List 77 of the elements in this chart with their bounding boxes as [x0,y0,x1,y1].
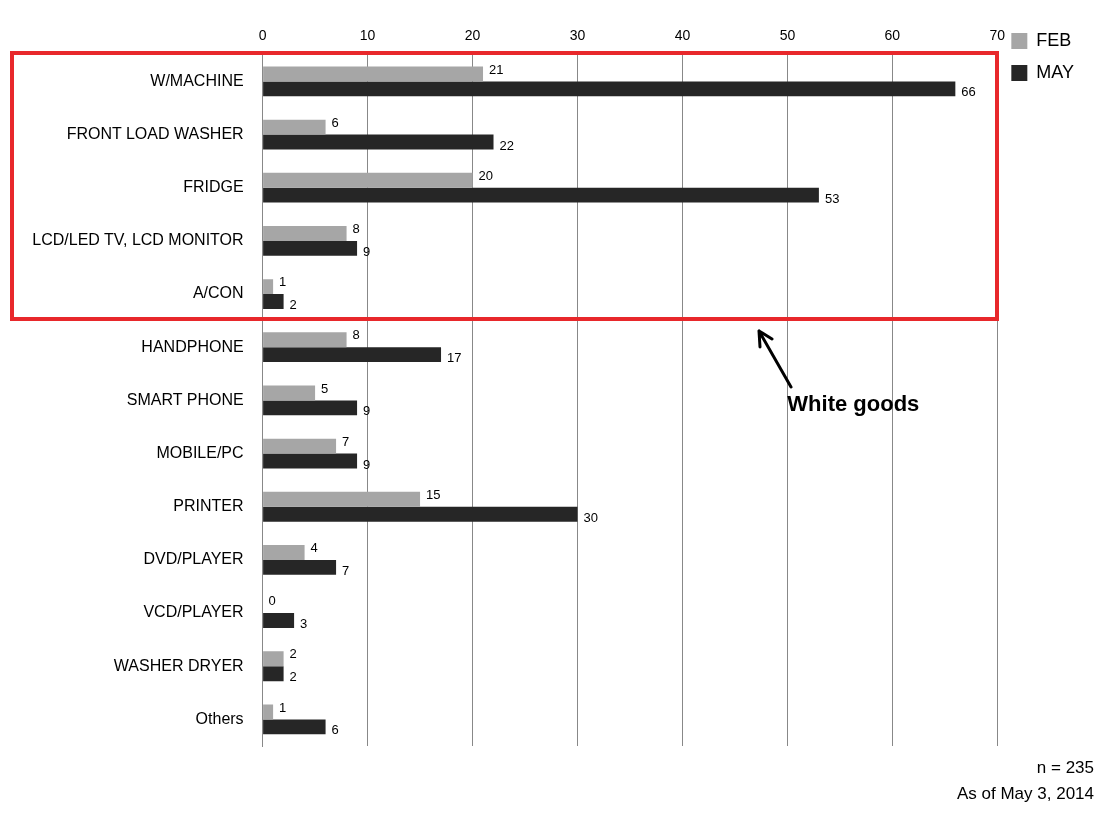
bar [263,651,284,667]
data-label: 22 [499,137,514,153]
annotation: White goods [787,390,920,417]
legend-label: MAY [1036,61,1074,82]
data-label: 7 [342,433,350,449]
x-tick-label: 50 [779,27,796,44]
y-tick-label: WASHER DRYER [113,656,244,674]
data-label: 0 [268,593,276,609]
x-tick-label: 70 [989,27,1006,44]
bar [263,400,358,416]
data-label: 5 [321,380,329,396]
bar [263,385,316,401]
y-tick-label: MOBILE/PC [156,443,244,461]
bar [263,438,337,454]
bar [263,613,295,628]
y-tick-label: DVD/PLAYER [143,550,244,568]
text: As of May 3, 2014 [956,784,1094,804]
bar [263,506,578,522]
data-label: 3 [300,616,308,632]
y-tick-label: HANDPHONE [141,337,244,355]
x-tick-label: 20 [464,27,481,44]
bar [263,279,274,295]
data-label: 17 [447,350,462,366]
bar [263,187,819,203]
data-label: 2 [289,297,297,313]
data-label: 8 [352,221,360,237]
bar [263,226,347,241]
text: n = 235 [1036,758,1094,778]
data-label: 53 [824,190,840,206]
bar [263,240,358,256]
bar [263,294,284,309]
data-label: 4 [310,540,318,556]
y-tick-label: Others [195,709,244,727]
data-label: 20 [478,167,493,183]
data-label: 2 [289,669,297,685]
bar [263,347,442,363]
data-label: 7 [342,562,350,578]
data-label: 6 [331,722,339,738]
data-label: 6 [331,114,339,130]
bar [263,66,484,82]
bar [263,134,494,150]
bar [263,172,473,188]
data-label: 9 [363,456,371,472]
y-tick-label: W/MACHINE [150,71,244,89]
data-label: 9 [363,243,371,259]
bar [263,491,421,507]
data-label: 8 [352,327,360,343]
data-label: 30 [583,509,598,525]
bar [263,666,284,682]
bar [263,719,326,735]
data-label: 21 [489,61,504,77]
bar [263,453,358,469]
x-tick-label: 0 [258,27,267,44]
bar [263,81,956,97]
data-label: 2 [289,646,297,662]
y-tick-label: LCD/LED TV, LCD MONITOR [32,231,244,249]
y-tick-label: PRINTER [173,497,244,515]
x-tick-label: 40 [674,27,691,44]
y-tick-label: FRONT LOAD WASHER [66,124,244,142]
y-tick-label: SMART PHONE [126,390,244,408]
bar [263,545,305,560]
bar [263,119,326,135]
bar [263,704,274,720]
data-label: 1 [279,699,287,715]
data-label: 15 [426,486,441,502]
bar [263,559,337,575]
y-tick-label: A/CON [192,284,244,302]
legend-label: FEB [1036,29,1072,50]
x-tick-label: 30 [569,27,586,44]
x-tick-label: 60 [884,27,901,44]
data-label: 1 [279,274,287,290]
bar [263,332,347,348]
y-tick-label: VCD/PLAYER [143,603,244,621]
data-label: 66 [961,84,976,100]
y-tick-label: FRIDGE [183,178,244,196]
x-tick-label: 10 [359,27,376,44]
data-label: 9 [363,403,371,419]
